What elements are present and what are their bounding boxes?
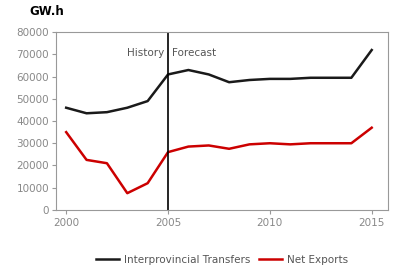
Net Exports	[227, 147, 232, 150]
Net Exports	[145, 182, 150, 185]
Interprovincial Transfers	[369, 48, 374, 52]
Interprovincial Transfers	[125, 106, 130, 109]
Net Exports	[206, 144, 211, 147]
Net Exports	[288, 143, 293, 146]
Interprovincial Transfers	[308, 76, 313, 79]
Net Exports	[84, 158, 89, 161]
Interprovincial Transfers	[247, 78, 252, 82]
Interprovincial Transfers	[145, 100, 150, 103]
Net Exports	[186, 145, 191, 148]
Interprovincial Transfers	[227, 81, 232, 84]
Interprovincial Transfers	[84, 112, 89, 115]
Net Exports	[64, 130, 68, 134]
Net Exports	[166, 151, 170, 154]
Text: Forecast: Forecast	[172, 48, 216, 58]
Text: History: History	[127, 48, 164, 58]
Net Exports	[104, 162, 109, 165]
Interprovincial Transfers	[288, 77, 293, 80]
Net Exports	[349, 141, 354, 145]
Legend: Interprovincial Transfers, Net Exports: Interprovincial Transfers, Net Exports	[92, 250, 352, 269]
Net Exports	[308, 141, 313, 145]
Text: GW.h: GW.h	[30, 5, 64, 18]
Interprovincial Transfers	[206, 73, 211, 76]
Interprovincial Transfers	[166, 73, 170, 76]
Net Exports	[369, 126, 374, 129]
Interprovincial Transfers	[186, 68, 191, 72]
Interprovincial Transfers	[349, 76, 354, 79]
Interprovincial Transfers	[64, 106, 68, 109]
Interprovincial Transfers	[104, 111, 109, 114]
Net Exports	[268, 141, 272, 145]
Net Exports	[328, 141, 333, 145]
Net Exports	[247, 143, 252, 146]
Line: Net Exports: Net Exports	[66, 128, 372, 193]
Line: Interprovincial Transfers: Interprovincial Transfers	[66, 50, 372, 113]
Interprovincial Transfers	[328, 76, 333, 79]
Interprovincial Transfers	[268, 77, 272, 80]
Net Exports	[125, 192, 130, 195]
